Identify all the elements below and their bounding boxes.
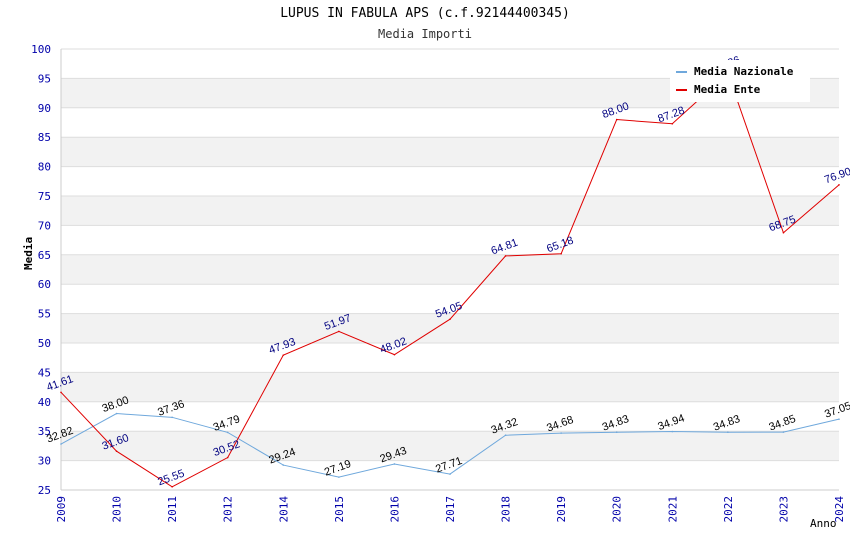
grid-band <box>61 137 839 167</box>
legend: Media Nazionale Media Ente <box>670 60 810 102</box>
data-point-media-nazionale <box>338 476 340 478</box>
data-point-media-nazionale <box>782 431 785 433</box>
x-tick-label: 2012 <box>222 496 235 523</box>
data-point-media-nazionale <box>838 418 840 420</box>
data-point-media-ente <box>449 318 451 320</box>
x-tick-label: 2020 <box>611 496 624 523</box>
x-tick-label: 2017 <box>444 496 457 523</box>
data-label-media-nazionale: 34.83 <box>712 413 742 434</box>
x-tick-label: 2024 <box>833 496 846 523</box>
grid-band <box>61 196 839 226</box>
data-point-media-nazionale <box>504 434 507 436</box>
y-tick-label: 40 <box>38 396 51 409</box>
data-point-media-ente <box>504 255 507 257</box>
grid-band <box>61 372 839 402</box>
x-tick-label: 2018 <box>500 496 513 523</box>
y-tick-label: 75 <box>38 190 51 203</box>
x-tick-label: 2019 <box>555 496 568 523</box>
data-point-media-nazionale <box>671 430 674 433</box>
data-point-media-nazionale <box>393 463 396 465</box>
data-point-media-nazionale <box>171 416 173 419</box>
y-tick-label: 55 <box>38 308 51 321</box>
data-point-media-ente <box>282 354 285 356</box>
chart-subtitle: Media Importi <box>378 27 472 41</box>
y-axis-label: Media <box>22 236 35 270</box>
data-label-media-ente: 76.90 <box>823 166 850 187</box>
y-tick-label: 25 <box>38 484 51 497</box>
data-point-media-ente <box>560 252 562 255</box>
data-point-media-nazionale <box>615 431 618 433</box>
data-label-media-nazionale: 34.83 <box>601 413 631 434</box>
data-point-media-nazionale <box>727 431 729 433</box>
x-tick-label: 2011 <box>166 496 179 523</box>
data-point-media-nazionale <box>560 432 562 434</box>
legend-label-media-ente: Media Ente <box>694 83 761 96</box>
data-point-media-ente <box>393 353 396 356</box>
data-point-media-nazionale <box>449 473 451 475</box>
legend-item-media-ente: Media Ente <box>676 83 760 97</box>
x-tick-label: 2010 <box>111 496 124 523</box>
data-label-media-nazionale: 37.05 <box>823 400 850 421</box>
data-point-media-nazionale <box>60 443 62 445</box>
data-point-media-nazionale <box>226 431 229 434</box>
x-axis-label: Anno <box>810 517 837 530</box>
y-tick-label: 90 <box>38 102 51 115</box>
x-tick-label: 2016 <box>388 496 401 523</box>
x-tick-label: 2021 <box>666 496 679 523</box>
x-tick-label: 2015 <box>333 496 346 523</box>
legend-label-media-nazionale: Media Nazionale <box>694 65 794 78</box>
data-label-media-ente: 65.18 <box>545 235 575 256</box>
legend-swatch-media-ente <box>676 89 687 91</box>
data-point-media-ente <box>171 485 173 488</box>
y-tick-label: 65 <box>38 249 51 262</box>
grid-band <box>61 431 839 461</box>
y-tick-label: 45 <box>38 366 51 379</box>
data-point-media-ente <box>115 450 118 452</box>
data-point-media-ente <box>615 118 618 121</box>
legend-item-media-nazionale: Media Nazionale <box>676 65 793 79</box>
y-tick-label: 85 <box>38 131 51 144</box>
y-tick-label: 50 <box>38 337 51 350</box>
x-tick-label: 2022 <box>722 496 735 523</box>
grid-band <box>61 254 839 285</box>
x-tick-label: 2009 <box>55 496 68 523</box>
data-point-media-nazionale <box>282 464 285 466</box>
grid-band <box>61 313 839 343</box>
y-tick-label: 60 <box>38 278 51 291</box>
y-tick-label: 95 <box>38 72 51 85</box>
y-tick-label: 30 <box>38 455 51 468</box>
x-tick-label: 2014 <box>277 496 290 523</box>
data-point-media-ente <box>60 391 62 394</box>
legend-swatch-media-nazionale <box>676 71 687 73</box>
data-point-media-ente <box>226 456 229 459</box>
data-label-media-nazionale: 34.85 <box>767 413 797 434</box>
y-tick-label: 100 <box>31 43 51 56</box>
data-label-media-nazionale: 34.94 <box>656 412 686 433</box>
data-point-media-ente <box>838 184 840 186</box>
data-point-media-ente <box>782 231 785 234</box>
y-tick-label: 80 <box>38 161 51 174</box>
chart-title: LUPUS IN FABULA APS (c.f.92144400345) <box>280 6 570 21</box>
data-point-media-nazionale <box>115 412 118 415</box>
x-tick-label: 2023 <box>777 496 790 523</box>
y-tick-label: 70 <box>38 219 51 232</box>
data-point-media-ente <box>338 330 340 333</box>
y-tick-label: 35 <box>38 425 51 438</box>
data-point-media-ente <box>671 122 674 125</box>
data-label-media-ente: 25.55 <box>156 468 186 489</box>
